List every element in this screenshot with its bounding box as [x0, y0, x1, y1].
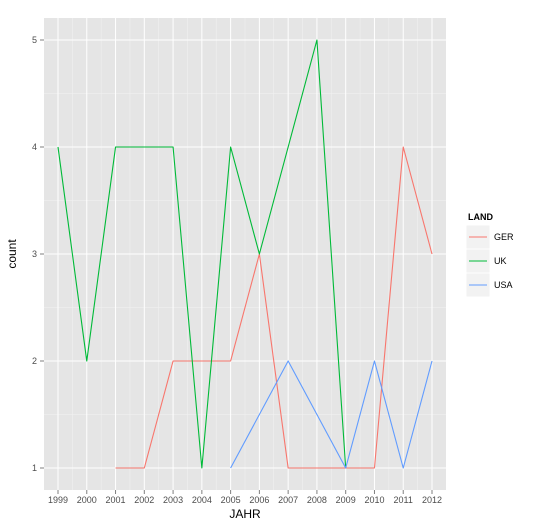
x-tick-label: 2009	[336, 495, 356, 505]
legend: LAND GER UK USA	[465, 212, 514, 298]
series-lines	[57, 39, 433, 469]
x-tick-label: 2001	[106, 495, 126, 505]
x-tick-label: 2010	[364, 495, 384, 505]
y-tick-label: 4	[32, 142, 37, 152]
x-tick-label: 2003	[163, 495, 183, 505]
y-tick-label: 5	[32, 35, 37, 45]
x-tick-label: 2000	[77, 495, 97, 505]
x-tick-label: 2012	[422, 495, 442, 505]
y-axis-title: count	[5, 239, 19, 269]
y-tick-label: 2	[32, 356, 37, 366]
x-tick-label: 2007	[278, 495, 298, 505]
x-tick-label: 2011	[394, 495, 413, 505]
x-tick-label: 2006	[249, 495, 269, 505]
x-tick-label: 1999	[48, 495, 68, 505]
y-tick-label: 3	[32, 249, 37, 259]
legend-items: GER UK USA	[465, 224, 514, 298]
series-line-uk	[57, 39, 347, 469]
legend-title: LAND	[468, 212, 493, 222]
x-tick-label: 2004	[192, 495, 212, 505]
x-axis-ticks: 1999 2000 2001 2002 2003 2004 2005 2006 2007 2008…	[48, 490, 442, 505]
x-tick-label: 2008	[307, 495, 327, 505]
y-axis-ticks: 1 2 3 4 5	[32, 35, 44, 473]
series-line-usa	[230, 360, 433, 469]
x-tick-label: 2002	[134, 495, 154, 505]
legend-label-usa: USA	[494, 280, 513, 290]
legend-label-ger: GER	[494, 232, 514, 242]
legend-label-uk: UK	[494, 256, 507, 266]
y-tick-label: 1	[32, 463, 37, 473]
major-gridlines	[44, 18, 446, 490]
series-line-ger	[115, 146, 433, 469]
x-tick-label: 2005	[221, 495, 241, 505]
x-axis-title: JAHR	[229, 507, 261, 521]
